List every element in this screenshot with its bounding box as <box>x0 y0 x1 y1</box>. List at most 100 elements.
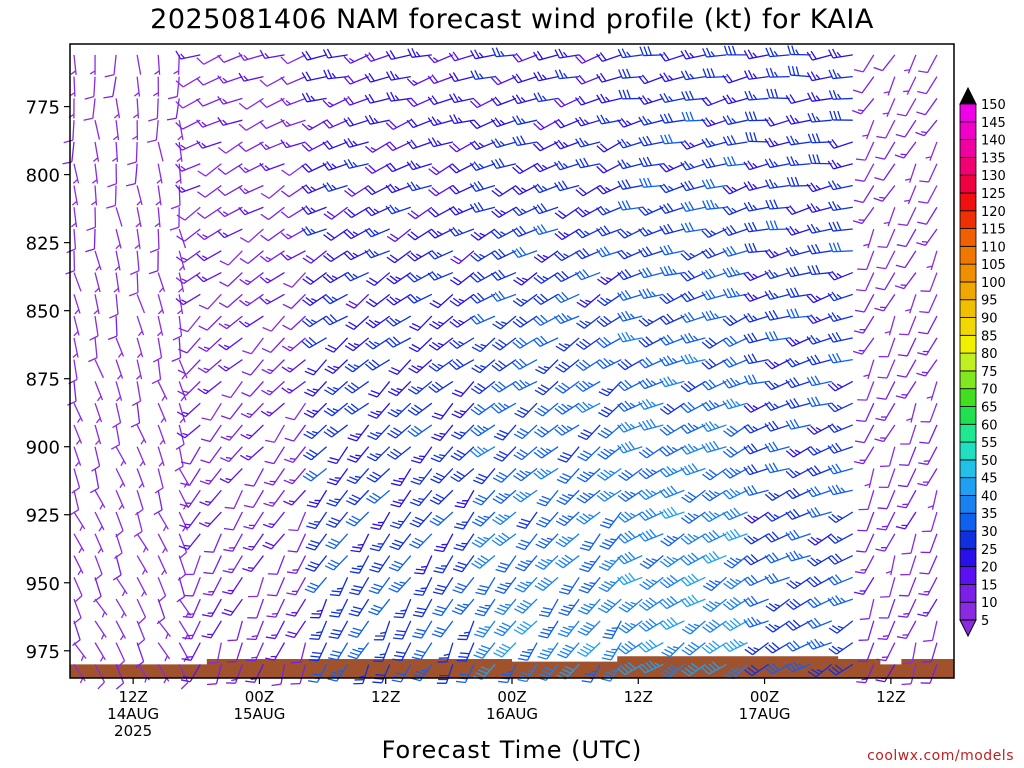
barb-feather <box>785 95 792 104</box>
barb-feather <box>810 376 817 386</box>
barb-staff <box>863 163 875 182</box>
wind-barb <box>94 620 107 640</box>
barb-feather <box>304 588 314 594</box>
barb-feather <box>373 604 383 610</box>
wind-barb <box>575 380 601 392</box>
barb-feather <box>280 139 287 148</box>
barb-staff <box>546 642 559 660</box>
barb-feather <box>491 539 501 547</box>
barb-feather <box>453 255 463 262</box>
barb-feather <box>492 498 502 505</box>
barb-feather <box>810 639 818 649</box>
barb-feather <box>305 276 315 283</box>
wind-barb <box>577 424 601 441</box>
barb-feather <box>265 256 272 261</box>
barb-feather <box>645 509 653 518</box>
barb-feather <box>628 572 636 581</box>
wind-barb <box>722 377 748 389</box>
wind-barb <box>448 93 475 104</box>
barb-feather <box>692 424 699 429</box>
wind-barb <box>764 248 790 259</box>
barb-feather <box>246 433 253 437</box>
wind-barb <box>659 265 685 277</box>
barb-feather <box>852 89 863 94</box>
wind-barb <box>597 272 622 286</box>
barb-staff <box>252 511 264 530</box>
barb-feather <box>167 95 178 100</box>
barb-feather <box>217 364 227 372</box>
barb-feather <box>469 100 478 109</box>
wind-barb <box>260 402 285 417</box>
barb-feather <box>582 380 591 388</box>
wind-barb <box>659 355 685 367</box>
barb-feather <box>410 480 420 485</box>
barb-feather <box>453 276 462 284</box>
barb-staff <box>440 402 454 420</box>
barb-feather <box>305 567 315 572</box>
wind-barb <box>288 511 307 532</box>
barb-feather <box>287 388 293 392</box>
barb-feather <box>649 507 657 516</box>
barb-feather <box>175 163 183 172</box>
barb-staff <box>312 380 328 397</box>
barb-feather <box>407 409 417 416</box>
barb-staff <box>273 446 286 464</box>
wind-barb <box>722 205 748 216</box>
barb-feather <box>660 540 669 547</box>
barb-staff <box>73 402 84 422</box>
wind-barb <box>430 468 454 484</box>
barb-feather <box>516 276 525 284</box>
barb-feather <box>646 135 653 145</box>
barb-feather <box>582 248 590 256</box>
barb-feather <box>585 643 595 649</box>
barb-staff <box>254 642 265 662</box>
barb-feather <box>457 117 463 123</box>
wind-barb <box>227 620 244 642</box>
barb-feather <box>533 256 543 263</box>
barb-feather <box>330 632 341 636</box>
barb-feather <box>836 404 843 409</box>
barb-staff <box>136 577 147 596</box>
barb-feather <box>580 606 590 612</box>
barb-feather <box>238 320 248 328</box>
barb-feather <box>659 449 668 457</box>
barb-feather <box>743 487 750 496</box>
barb-feather <box>670 616 678 625</box>
barb-feather <box>599 205 607 214</box>
barb-feather <box>142 546 147 553</box>
barb-staff <box>418 489 433 507</box>
wind-barb <box>597 446 622 460</box>
barb-feather <box>789 399 796 408</box>
barb-staff <box>93 76 96 97</box>
wind-barb <box>828 242 853 253</box>
barb-feather <box>660 672 670 679</box>
barb-feather <box>434 609 444 613</box>
barb-feather <box>368 340 377 348</box>
wind-barb <box>470 402 496 416</box>
barb-feather <box>280 97 288 106</box>
barb-staff <box>71 141 75 162</box>
barb-feather <box>726 559 736 567</box>
barb-staff <box>396 359 412 375</box>
barb-feather <box>406 78 415 86</box>
barb-feather <box>226 435 233 438</box>
wind-barb <box>154 54 161 75</box>
barb-feather <box>125 183 136 187</box>
wind-barb <box>127 141 138 166</box>
wind-barb <box>659 616 685 630</box>
barb-feather <box>448 73 456 82</box>
barb-feather <box>395 612 405 615</box>
barb-feather <box>729 578 739 585</box>
wind-barb <box>469 161 496 172</box>
barb-feather <box>748 243 754 253</box>
barb-feather <box>768 463 775 473</box>
barb-feather <box>638 207 646 216</box>
barb-staff <box>270 533 285 550</box>
barb-feather <box>638 360 646 369</box>
wind-barb <box>178 511 189 532</box>
barb-feather <box>768 644 777 652</box>
wind-barb <box>166 98 180 121</box>
barb-feather <box>624 289 632 299</box>
barb-staff <box>295 555 307 574</box>
barb-feather <box>659 489 667 499</box>
